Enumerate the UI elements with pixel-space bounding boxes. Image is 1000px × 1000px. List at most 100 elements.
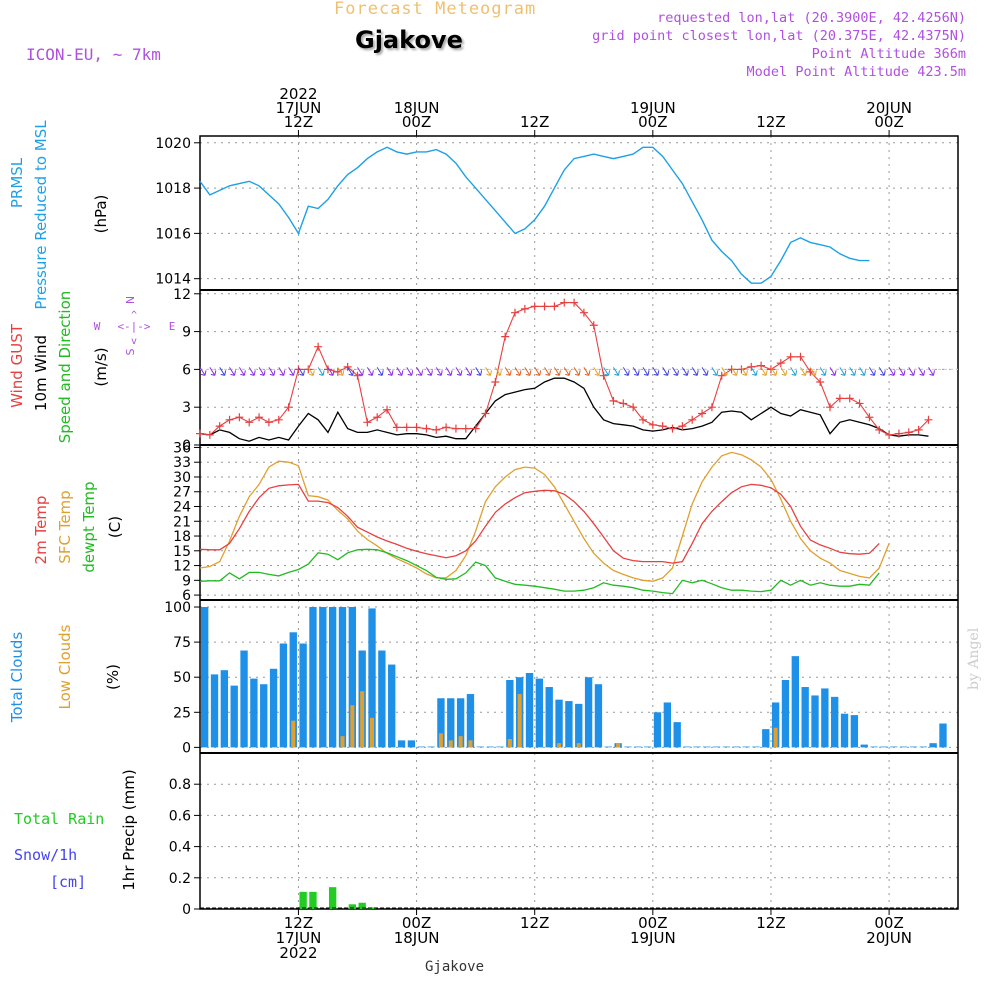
model-point-altitude: Model Point Altitude 423.5m <box>746 64 966 80</box>
x-tick-label: 00Z <box>874 914 903 932</box>
low-cloud-bar <box>438 733 443 748</box>
gust-marker <box>412 423 421 432</box>
t2m-title: 2m Temp <box>32 496 50 565</box>
wind-direction-arrow <box>829 367 837 376</box>
wind-direction-arrow <box>465 367 473 376</box>
gust-marker <box>786 352 795 361</box>
rain-bar <box>309 891 317 909</box>
gust-marker <box>914 425 923 434</box>
rain-bar <box>348 904 357 909</box>
x-tick-label: 00Z <box>638 914 667 932</box>
point-altitude: Point Altitude 366m <box>811 46 966 62</box>
wind-direction-arrow <box>455 367 463 376</box>
wind-direction-arrow <box>396 367 404 376</box>
wind-direction-arrow <box>307 367 315 376</box>
compass-west: W <box>94 320 101 333</box>
wind-direction-arrow <box>731 367 739 376</box>
x-tick-label: 17JUN <box>276 929 322 947</box>
x-tick-label: 2022 <box>279 944 317 962</box>
gust-marker <box>274 415 283 424</box>
total-cloud-bar <box>466 694 475 748</box>
total-cloud-bar <box>801 687 809 748</box>
wind-direction-arrow <box>672 367 680 376</box>
gust-marker <box>638 415 647 424</box>
gust-marker <box>865 413 874 422</box>
total-cloud-bar <box>279 643 288 748</box>
total-cloud-bar <box>220 670 229 748</box>
wind-direction-arrow <box>681 367 689 376</box>
gust-marker <box>225 415 234 424</box>
gust-marker <box>451 424 460 433</box>
wind-direction-arrow <box>347 367 355 376</box>
total-cloud-bar <box>831 696 839 748</box>
gust-marker <box>363 418 372 427</box>
low-clouds-title: Low Clouds <box>56 624 74 709</box>
gust-marker <box>570 298 579 307</box>
pressure-title: PRMSL <box>8 157 26 208</box>
wind-direction-arrow <box>632 367 640 376</box>
low-cloud-bar <box>360 691 365 748</box>
wind-gust-title: Wind GUST <box>8 323 26 408</box>
wind-speed-line <box>199 377 929 442</box>
wind-direction-arrow <box>652 367 660 376</box>
wind-direction-arrow <box>514 367 522 376</box>
wind-direction-arrow <box>701 367 709 376</box>
y-tick-label: 0.2 <box>169 871 191 887</box>
x-tick-label: 00Z <box>402 914 431 932</box>
low-cloud-bar <box>507 738 512 748</box>
total-cloud-bar <box>506 680 514 748</box>
total-cloud-bar <box>417 746 425 748</box>
total-cloud-bar <box>899 746 908 748</box>
wind-direction-arrow <box>563 367 571 376</box>
wind-direction-arrow <box>199 367 207 376</box>
total-cloud-bar <box>594 684 603 748</box>
y-tick-label: 36 <box>173 440 191 456</box>
total-cloud-bar <box>368 608 376 748</box>
wind-direction-arrow <box>258 367 266 376</box>
total-cloud-bar <box>240 650 248 748</box>
gust-marker <box>737 365 746 374</box>
wind-direction-arrow <box>317 367 325 376</box>
gust-marker <box>885 430 894 439</box>
wind-direction-arrow <box>613 367 620 376</box>
wind-direction-arrow <box>366 367 374 376</box>
total-cloud-bar <box>555 699 563 748</box>
y-tick-label: 0.6 <box>169 808 191 824</box>
gust-marker <box>855 399 864 408</box>
gust-marker <box>875 425 884 434</box>
total-cloud-bar <box>545 687 553 748</box>
gust-marker <box>383 405 392 414</box>
wind-direction-arrow <box>603 367 611 376</box>
gust-marker <box>501 332 510 341</box>
total-cloud-bar <box>604 746 612 748</box>
gust-marker <box>609 396 618 405</box>
gust-marker <box>511 308 520 317</box>
total-cloud-bar <box>762 729 770 748</box>
dewpoint-title: dewpt Temp <box>80 481 98 572</box>
wind-direction-arrow <box>485 367 492 376</box>
x-tick-label: 20JUN <box>866 929 912 947</box>
wind-direction-title: Speed and Direction <box>56 291 74 444</box>
wind-direction-arrow <box>908 367 916 376</box>
x-tick-label: 2022 <box>279 85 317 103</box>
x-tick-label: 12Z <box>520 914 549 932</box>
gust-marker <box>471 424 480 433</box>
wind-direction-arrow <box>534 367 542 376</box>
total-cloud-bar <box>673 722 681 748</box>
low-cloud-bar <box>773 727 778 748</box>
gust-marker <box>245 418 254 427</box>
wind-direction-arrow <box>524 367 532 376</box>
gust-marker <box>491 377 500 386</box>
total-cloud-bar <box>722 746 731 748</box>
wind-direction-arrow <box>898 367 906 376</box>
total-cloud-bar <box>821 688 829 748</box>
gust-marker <box>294 365 303 374</box>
total-cloud-bar <box>309 607 317 748</box>
pressure-title-long: Pressure Reduced to MSL <box>32 120 50 310</box>
y-tick-label: 1014 <box>155 272 191 288</box>
low-cloud-bar <box>291 720 296 748</box>
gust-marker <box>373 413 382 422</box>
total-cloud-bar <box>703 746 711 748</box>
total-cloud-bar <box>407 740 416 748</box>
total-cloud-bar <box>634 746 642 748</box>
